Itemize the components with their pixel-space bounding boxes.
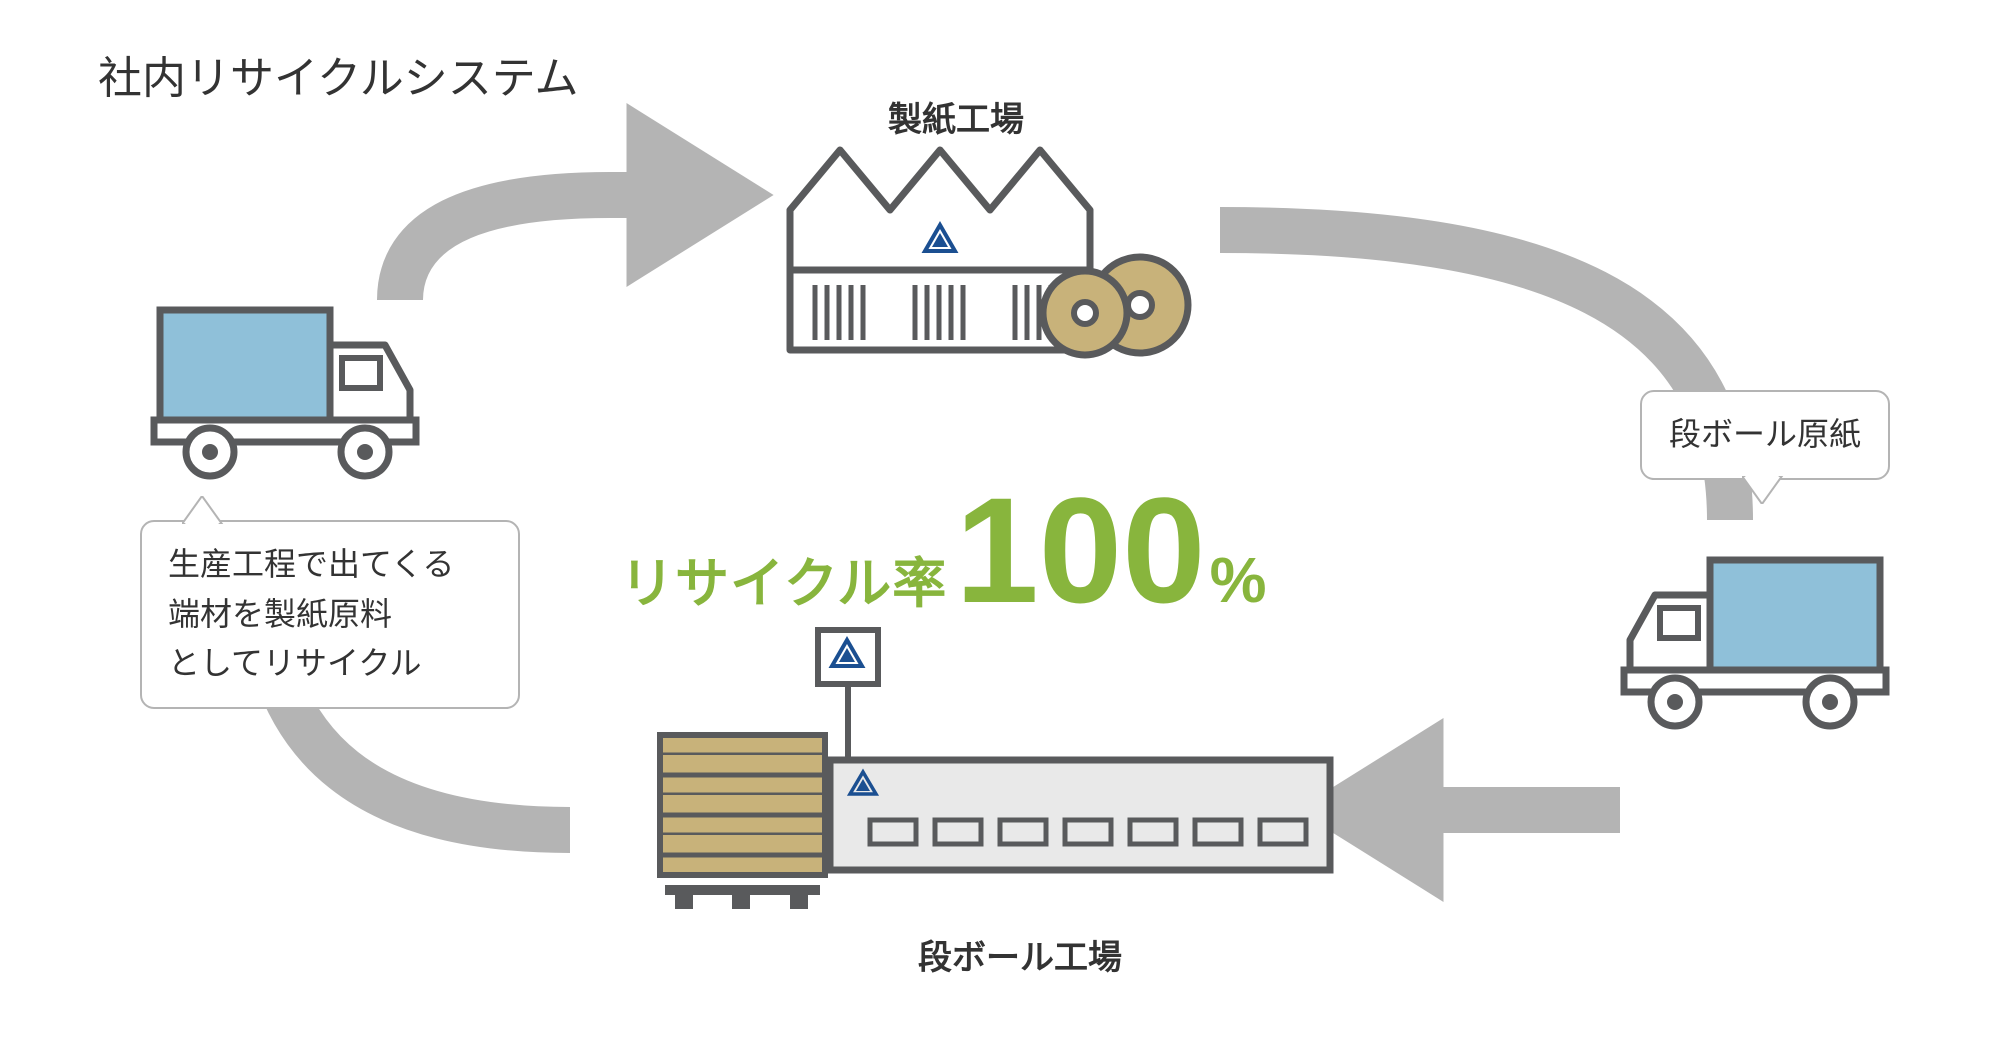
paper-stack-icon [660, 735, 825, 909]
cardboard-plant-label: 段ボール工場 [918, 930, 1122, 979]
callout-left-line3: としてリサイクル [168, 639, 492, 689]
recycle-rate-suffix: % [1210, 543, 1267, 617]
recycle-rate-value: 100 [955, 475, 1205, 625]
callout-tail-icon [182, 496, 230, 524]
callout-tail-icon [1742, 476, 1790, 504]
callout-left-line2: 端材を製紙原料 [168, 590, 492, 640]
callout-left-line1: 生産工程で出てくる [168, 540, 492, 590]
diagram-canvas: 社内リサイクルシステム 製紙工場 [0, 0, 2000, 1042]
callout-right: 段ボール原紙 [1640, 390, 1890, 480]
callout-right-line1: 段ボール原紙 [1668, 410, 1862, 460]
recycle-rate-prefix: リサイクル率 [620, 539, 947, 618]
callout-left: 生産工程で出てくる 端材を製紙原料 としてリサイクル [140, 520, 520, 709]
recycle-rate-stat: リサイクル率 100 % [620, 475, 1267, 625]
